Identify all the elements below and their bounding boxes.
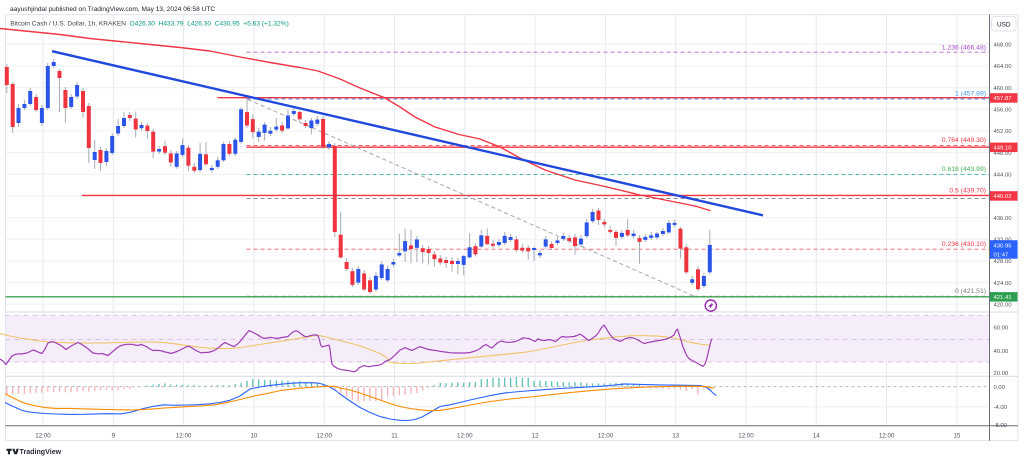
svg-text:-4.00: -4.00 <box>994 405 1008 411</box>
svg-text:14: 14 <box>813 433 820 440</box>
svg-text:0 (421.51): 0 (421.51) <box>955 288 986 295</box>
svg-text:428.00: 428.00 <box>994 259 1013 265</box>
svg-text:12:00: 12:00 <box>176 433 192 440</box>
svg-text:aayushjindal published on Trad: aayushjindal published on TradingView.co… <box>10 6 215 13</box>
svg-text:USD: USD <box>997 21 1011 28</box>
svg-text:0.5 (439.70): 0.5 (439.70) <box>949 187 986 194</box>
svg-text:460.00: 460.00 <box>994 86 1013 92</box>
svg-text:Bitcoin Cash / U.S. Dollar, 1h: Bitcoin Cash / U.S. Dollar, 1h, KRAKEN O… <box>10 20 289 27</box>
svg-text:436.00: 436.00 <box>994 216 1013 222</box>
svg-text:424.00: 424.00 <box>994 281 1013 287</box>
svg-text:449.10: 449.10 <box>994 146 1013 152</box>
svg-text:444.00: 444.00 <box>994 173 1013 179</box>
svg-text:TradingView: TradingView <box>20 448 62 456</box>
svg-text:10: 10 <box>250 433 257 440</box>
svg-text:0.236 (430.10): 0.236 (430.10) <box>942 241 986 248</box>
svg-text:9: 9 <box>112 433 116 440</box>
svg-text:452.00: 452.00 <box>994 129 1013 135</box>
svg-text:40.00: 40.00 <box>994 349 1009 355</box>
svg-text:456.00: 456.00 <box>994 108 1013 114</box>
svg-text:15: 15 <box>953 433 960 440</box>
svg-text:0.764 (449.30): 0.764 (449.30) <box>942 137 986 144</box>
svg-text:12:00: 12:00 <box>598 433 614 440</box>
svg-text:60.00: 60.00 <box>994 326 1009 332</box>
svg-text:0.00: 0.00 <box>994 385 1006 391</box>
svg-text:12:00: 12:00 <box>879 433 895 440</box>
svg-text:1 (457.89): 1 (457.89) <box>955 90 986 97</box>
svg-text:0.618 (443.99): 0.618 (443.99) <box>942 166 986 173</box>
svg-text:468.00: 468.00 <box>994 43 1013 49</box>
svg-text:420.00: 420.00 <box>994 303 1013 309</box>
svg-text:20.00: 20.00 <box>994 371 1009 377</box>
svg-text:12:00: 12:00 <box>35 433 51 440</box>
svg-text:448.00: 448.00 <box>994 151 1013 157</box>
svg-text:457.87: 457.87 <box>994 96 1012 102</box>
svg-text:421.41: 421.41 <box>994 295 1012 301</box>
svg-text:464.00: 464.00 <box>994 64 1013 70</box>
svg-text:12:00: 12:00 <box>316 433 332 440</box>
svg-text:-8.00: -8.00 <box>994 423 1008 429</box>
svg-text:1.236 (466.48): 1.236 (466.48) <box>942 44 986 51</box>
svg-text:440.02: 440.02 <box>994 194 1012 200</box>
svg-text:11: 11 <box>391 433 398 440</box>
svg-text:12:00: 12:00 <box>457 433 473 440</box>
svg-text:12: 12 <box>532 433 539 440</box>
svg-text:12:00: 12:00 <box>738 433 754 440</box>
svg-text:430.95: 430.95 <box>994 244 1013 250</box>
svg-text:13: 13 <box>672 433 679 440</box>
svg-text:01:47: 01:47 <box>994 252 1009 258</box>
